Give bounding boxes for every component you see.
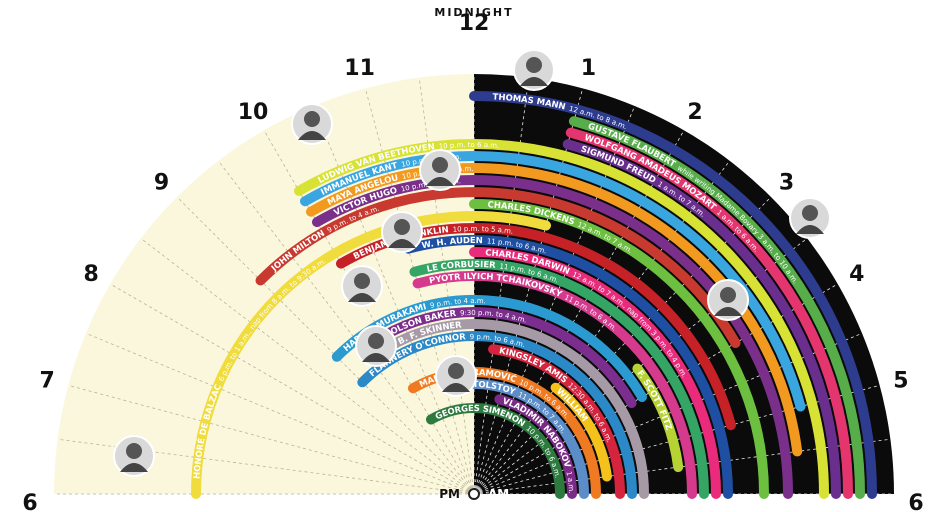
hour-label: 9: [154, 171, 169, 196]
dickens-portrait-icon: [707, 279, 749, 321]
sleep-arc: [403, 235, 733, 499]
flannery-oconnor-portrait-icon: [355, 325, 397, 367]
benjamin-franklin-portrait-icon: [381, 211, 423, 253]
sleep-arc: [384, 319, 649, 499]
sleep-arc: [300, 151, 806, 412]
hour-tick: [217, 160, 475, 495]
hour-tick: [140, 237, 475, 495]
hour-label: 8: [84, 262, 99, 287]
sleep-arc: [306, 163, 803, 457]
hour-tick: [176, 196, 475, 495]
thomas-mann-portrait-icon: [513, 49, 555, 91]
sleep-arc: [255, 187, 741, 348]
sleep-arc: [358, 307, 637, 408]
sleep-arc: [412, 271, 697, 499]
hour-label: 12: [459, 11, 490, 36]
sleep-arc: [469, 91, 877, 499]
hour-label: 1: [581, 56, 596, 81]
hour-label: 7: [39, 369, 54, 394]
hour-label: 11: [344, 56, 375, 81]
sleep-arc: [494, 394, 577, 499]
portraits: [113, 49, 831, 477]
hour-tick: [68, 384, 475, 495]
hour-label: 5: [893, 369, 908, 394]
sleep-arc: [312, 175, 793, 499]
hour-label: 4: [849, 262, 864, 287]
marina-abramovic-portrait-icon: [435, 355, 477, 397]
am-label: AM: [488, 487, 509, 501]
sleep-arc: [409, 258, 709, 499]
sleep-arc: [562, 139, 841, 499]
victor-hugo-portrait-icon: [419, 149, 461, 191]
sleep-arc: [568, 116, 865, 499]
hour-label: 2: [687, 100, 702, 125]
sleep-arc: [294, 139, 829, 499]
hour-label: 3: [779, 171, 794, 196]
sleep-arc: [191, 211, 551, 499]
sleep-arc: [550, 382, 612, 482]
sleep-arc: [469, 247, 721, 499]
beethoven-portrait-icon: [291, 103, 333, 145]
center-dot: [468, 488, 480, 500]
haruki-murakami-portrait-icon: [341, 265, 383, 307]
sleep-arcs: [191, 91, 877, 499]
sleep-arc: [426, 402, 565, 499]
sleep-arc: [469, 199, 769, 499]
sleep-arc: [357, 331, 637, 499]
balzac-portrait-icon: [113, 435, 155, 477]
sleep-arc: [565, 127, 853, 499]
hour-label: 6: [908, 491, 923, 512]
pm-label: PM: [439, 487, 460, 501]
hour-label: 10: [238, 100, 269, 125]
sleep-arc: [632, 363, 684, 473]
sleep-arc: [488, 344, 625, 499]
hour-label: 6: [22, 491, 37, 512]
midnight-title: MIDNIGHT: [434, 6, 513, 19]
hour-tick: [110, 283, 475, 495]
flaubert-portrait-icon: [789, 197, 831, 239]
hour-tick: [85, 332, 475, 495]
